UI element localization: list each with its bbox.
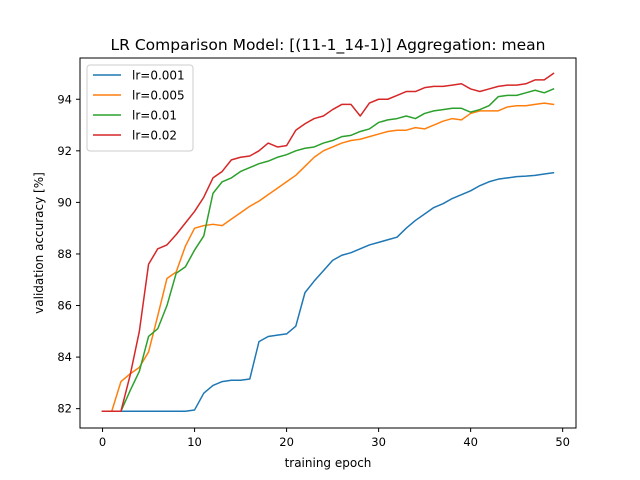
x-tick-label: 30 (371, 435, 386, 449)
y-tick-label: 82 (57, 402, 72, 416)
x-axis-label: training epoch (285, 456, 372, 470)
legend-label-2: lr=0.005 (132, 89, 185, 103)
legend-label-1: lr=0.001 (132, 69, 185, 83)
x-tick-label: 10 (187, 435, 202, 449)
plot-area-frame (79, 57, 577, 429)
y-tick-label: 90 (57, 195, 72, 209)
x-tick-label: 20 (279, 435, 294, 449)
y-tick-label: 86 (57, 299, 72, 313)
x-tick-label: 40 (463, 435, 478, 449)
series-line-2 (101, 102, 555, 412)
x-axis-ticks: 0 10 20 30 40 50 (99, 428, 570, 449)
y-tick-label: 92 (57, 144, 72, 158)
series-line-4 (101, 72, 555, 412)
series-line-3 (101, 87, 555, 412)
legend: lr=0.001 lr=0.005 lr=0.01 lr=0.02 (86, 64, 194, 152)
chart-title: LR Comparison Model: [(11-1_14-1)] Aggre… (111, 36, 546, 55)
y-tick-label: 88 (57, 247, 72, 261)
x-tick-label: 50 (555, 435, 570, 449)
legend-label-3: lr=0.01 (132, 109, 177, 123)
y-axis-ticks: 82 84 86 88 90 92 94 (57, 92, 80, 416)
y-tick-label: 94 (57, 92, 72, 106)
legend-label-4: lr=0.02 (132, 129, 177, 143)
series-line-1 (101, 171, 555, 412)
y-tick-label: 84 (57, 350, 72, 364)
x-tick-label: 0 (99, 435, 106, 449)
y-axis-label: validation accuracy [%] (32, 172, 46, 314)
legend-box (86, 64, 194, 152)
series-layer (101, 72, 555, 412)
